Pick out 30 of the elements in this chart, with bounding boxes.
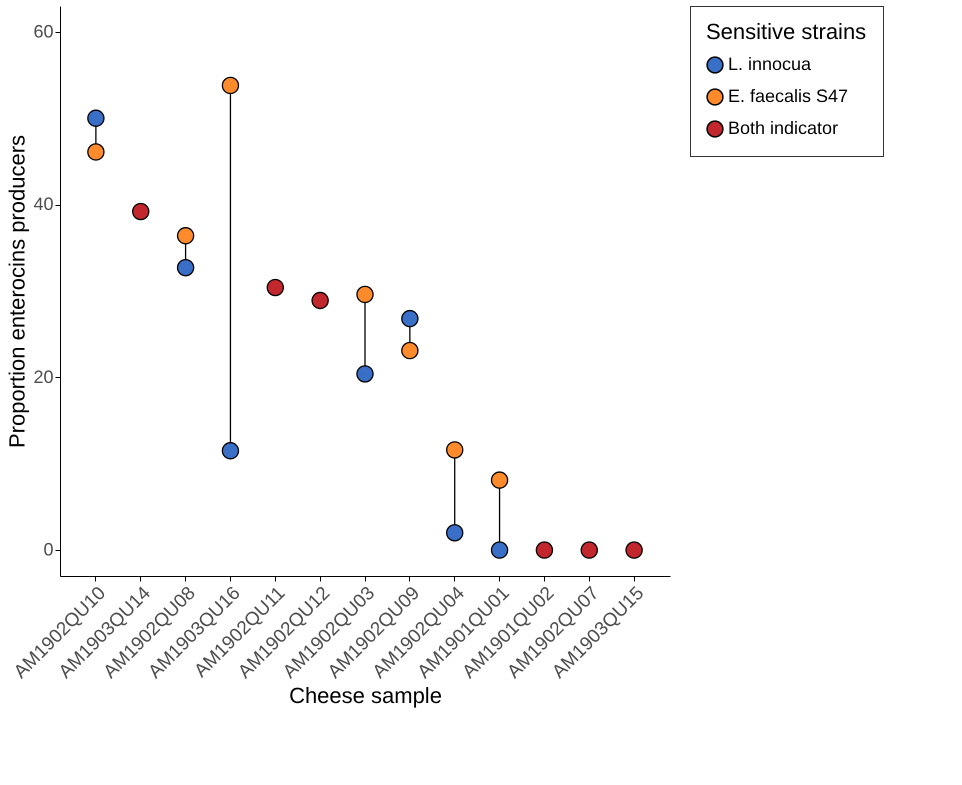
y-tick-label: 20 bbox=[33, 366, 54, 387]
legend-label: E. faecalis S47 bbox=[728, 86, 848, 106]
point bbox=[580, 541, 598, 559]
point bbox=[490, 541, 508, 559]
point bbox=[87, 110, 105, 127]
point bbox=[176, 227, 194, 244]
point bbox=[311, 292, 329, 310]
y-tick-label: 60 bbox=[33, 21, 54, 42]
legend-label: Both indicator bbox=[728, 118, 838, 138]
point bbox=[536, 541, 554, 559]
point bbox=[266, 278, 284, 296]
point bbox=[446, 524, 464, 542]
point bbox=[222, 76, 240, 94]
legend-title: Sensitive strains bbox=[706, 19, 866, 44]
point bbox=[490, 471, 508, 489]
legend-label: L. innocua bbox=[728, 54, 812, 74]
y-tick-label: 0 bbox=[43, 540, 54, 560]
y-tick-label: 40 bbox=[33, 194, 54, 214]
x-axis-title: Cheese sample bbox=[289, 683, 442, 708]
point bbox=[446, 441, 464, 459]
point bbox=[176, 258, 194, 276]
y-axis-title: Proportion enterocins producers bbox=[4, 134, 30, 448]
point bbox=[625, 541, 643, 559]
point bbox=[356, 286, 374, 304]
point bbox=[222, 442, 240, 460]
point bbox=[401, 342, 419, 360]
point bbox=[401, 310, 419, 328]
point bbox=[356, 365, 374, 383]
point bbox=[87, 143, 105, 161]
point bbox=[132, 202, 150, 220]
